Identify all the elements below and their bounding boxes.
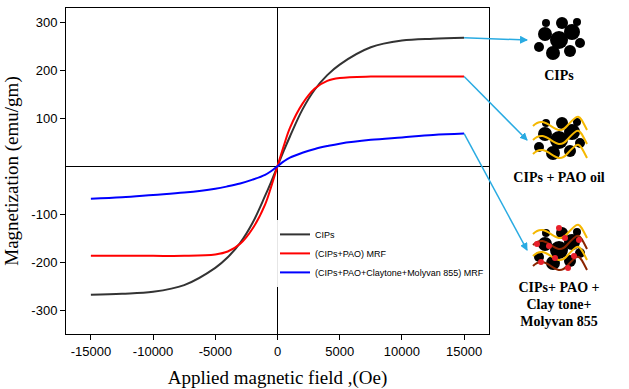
- svg-text:-10000: -10000: [133, 344, 173, 359]
- svg-text:(CIPs+PAO) MRF: (CIPs+PAO) MRF: [315, 249, 387, 259]
- svg-text:Magnetization (emu/gm): Magnetization (emu/gm): [1, 76, 23, 265]
- svg-text:-100: -100: [31, 207, 57, 222]
- svg-text:10000: 10000: [384, 344, 420, 359]
- svg-text:100: 100: [36, 111, 58, 126]
- svg-text:-300: -300: [31, 303, 57, 318]
- svg-text:CIPs: CIPs: [544, 68, 574, 83]
- svg-text:CIPs+ PAO +Clay tone+Molyvan 8: CIPs+ PAO +Clay tone+Molyvan 855: [518, 280, 599, 329]
- svg-text:300: 300: [36, 15, 58, 30]
- svg-text:5000: 5000: [325, 344, 354, 359]
- svg-text:-200: -200: [31, 255, 57, 270]
- svg-text:200: 200: [36, 63, 58, 78]
- svg-text:CIPs + PAO oil: CIPs + PAO oil: [513, 170, 604, 185]
- svg-text:Applied magnetic field ,(Oe): Applied magnetic field ,(Oe): [168, 367, 387, 389]
- svg-text:CIPs: CIPs: [315, 230, 335, 240]
- svg-text:0: 0: [274, 344, 281, 359]
- svg-text:(CIPs+PAO+Claytone+Molyvan 855: (CIPs+PAO+Claytone+Molyvan 855) MRF: [315, 268, 484, 278]
- svg-text:-15000: -15000: [71, 344, 111, 359]
- svg-text:-5000: -5000: [199, 344, 232, 359]
- svg-text:15000: 15000: [446, 344, 482, 359]
